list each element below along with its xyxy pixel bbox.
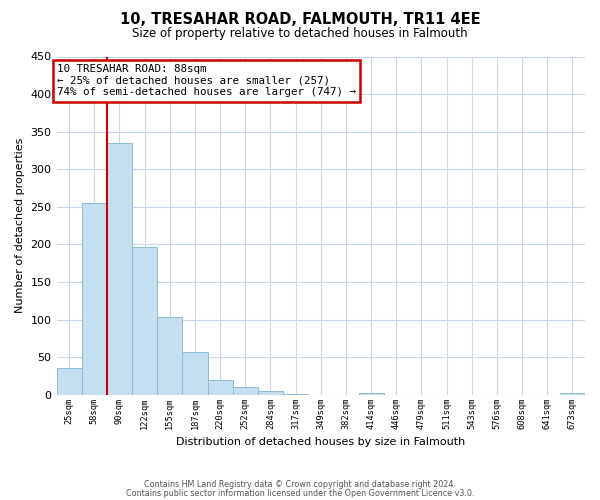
Bar (56, 368, 82, 395)
Bar (107, 143, 132, 395)
Bar (208, 380, 233, 395)
Bar (283, 394, 308, 395)
Text: Contains HM Land Registry data © Crown copyright and database right 2024.: Contains HM Land Registry data © Crown c… (144, 480, 456, 489)
Bar (560, 394, 585, 395)
Bar (258, 391, 283, 395)
Bar (82, 203, 107, 395)
Bar (132, 246, 157, 395)
Text: 10 TRESAHAR ROAD: 88sqm
← 25% of detached houses are smaller (257)
74% of semi-d: 10 TRESAHAR ROAD: 88sqm ← 25% of detache… (57, 64, 356, 97)
Bar (157, 316, 182, 395)
Bar (359, 394, 383, 395)
Text: Contains public sector information licensed under the Open Government Licence v3: Contains public sector information licen… (126, 488, 474, 498)
Y-axis label: Number of detached properties: Number of detached properties (15, 138, 25, 314)
Text: 10, TRESAHAR ROAD, FALMOUTH, TR11 4EE: 10, TRESAHAR ROAD, FALMOUTH, TR11 4EE (119, 12, 481, 28)
Bar (182, 352, 208, 395)
X-axis label: Distribution of detached houses by size in Falmouth: Distribution of detached houses by size … (176, 438, 466, 448)
Text: Size of property relative to detached houses in Falmouth: Size of property relative to detached ho… (132, 28, 468, 40)
Bar (233, 386, 258, 395)
